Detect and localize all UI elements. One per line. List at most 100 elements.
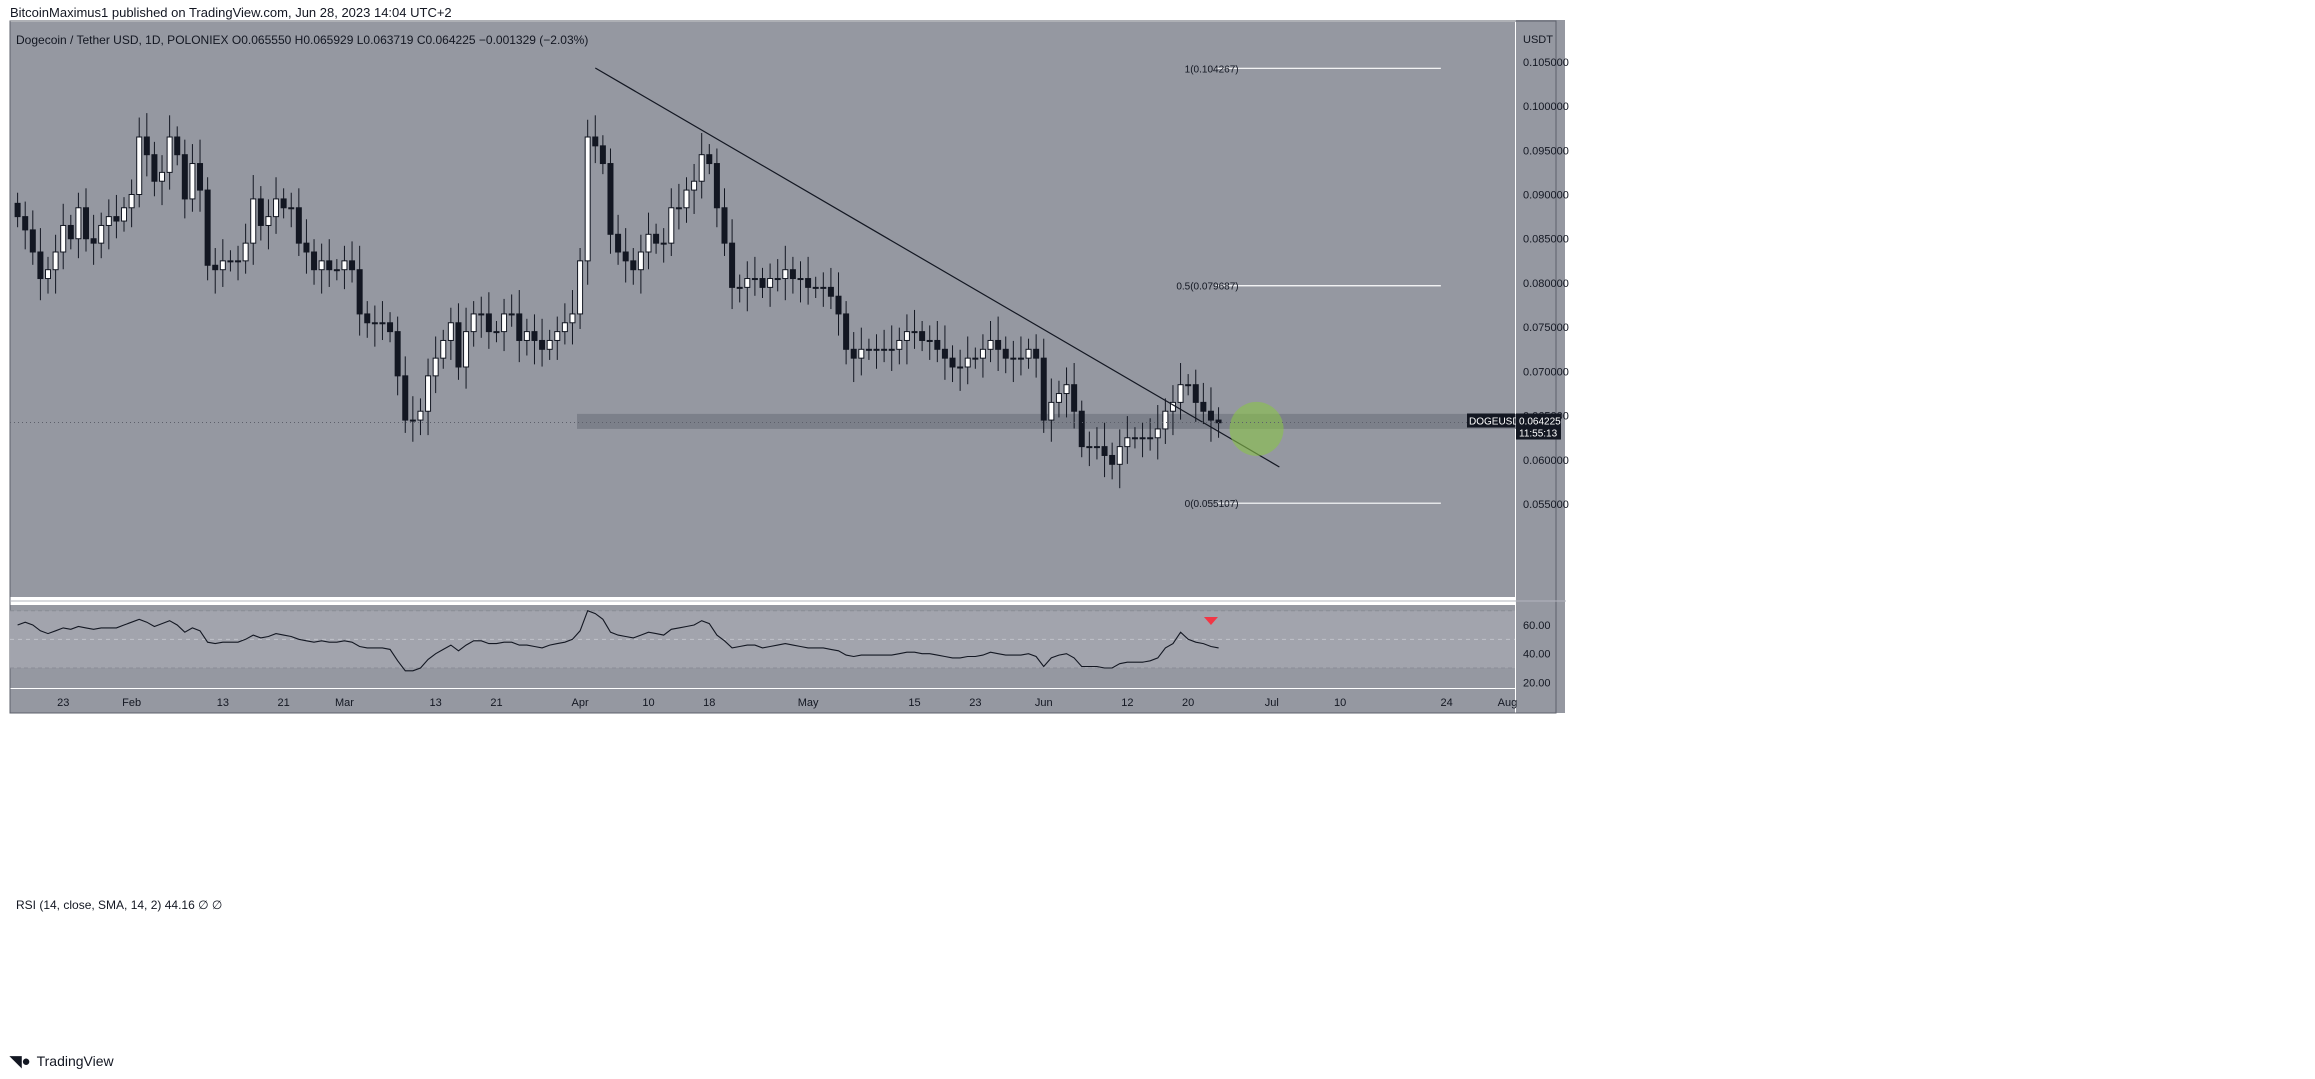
candle (1093, 427, 1100, 460)
candle-body (485, 313, 492, 333)
candle (812, 276, 819, 298)
candle-body (660, 242, 667, 245)
candle (493, 321, 500, 343)
candle-body (523, 331, 530, 341)
candle-body (83, 207, 90, 240)
candle (979, 334, 986, 378)
candle (789, 256, 796, 294)
candle-body (1010, 357, 1017, 360)
candle-body (820, 286, 827, 289)
candle (561, 303, 568, 345)
candle-body (577, 260, 584, 315)
candle-body (394, 331, 401, 377)
candle (782, 245, 789, 301)
candle (60, 203, 67, 270)
time-tick-label: 18 (703, 697, 715, 709)
time-tick-label: Feb (122, 697, 141, 709)
candle-body (736, 286, 743, 289)
candle (1116, 429, 1123, 489)
candle-body (729, 242, 736, 288)
candle (987, 321, 994, 363)
candle (1192, 369, 1199, 422)
support-zone (577, 413, 1535, 429)
candle (622, 228, 629, 283)
high-value: 0.065929 (303, 33, 354, 47)
candle-body (843, 313, 850, 350)
candle (379, 301, 386, 341)
candle-body (516, 313, 523, 341)
candle (1147, 418, 1154, 451)
candle-body (789, 269, 796, 280)
candle (1200, 382, 1207, 425)
low-label: L (356, 33, 364, 47)
price-tick-label: 0.100000 (1523, 101, 1569, 113)
candle-body (691, 180, 698, 191)
candle (683, 177, 690, 223)
candle-body (630, 260, 637, 271)
candle-body (1063, 384, 1070, 395)
candle-body (584, 136, 591, 262)
candle-body (121, 207, 128, 222)
candle (1017, 336, 1024, 376)
time-tick-label: Aug (1498, 697, 1518, 709)
candle (364, 301, 371, 338)
candle-body (1055, 393, 1062, 403)
candle (736, 274, 743, 303)
candle (425, 358, 432, 436)
candle-body (318, 260, 325, 271)
publisher-header: BitcoinMaximus1 published on TradingView… (10, 5, 452, 20)
candle-body (873, 348, 880, 351)
footer-brand[interactable]: ◥● TradingView (10, 1052, 114, 1070)
open-label: O (231, 33, 242, 47)
candle-body (767, 278, 774, 288)
candle (402, 356, 409, 433)
candle (212, 248, 219, 294)
candle (219, 239, 226, 287)
candle-body (250, 198, 257, 244)
candle-body (1200, 401, 1207, 412)
candle (22, 201, 29, 250)
candle (189, 144, 196, 212)
breakout-highlight (1229, 401, 1284, 456)
candle-body (303, 242, 310, 253)
candle-body (835, 295, 842, 315)
candle (637, 234, 644, 294)
candle-body (463, 331, 470, 368)
candle (599, 135, 606, 175)
close-label: C (416, 33, 426, 47)
candle-body (189, 163, 196, 200)
candle-body (683, 189, 690, 209)
time-tick-label: 12 (1121, 697, 1133, 709)
time-tick-label: 13 (217, 697, 229, 709)
candle (516, 290, 523, 363)
time-tick-label: 24 (1440, 697, 1452, 709)
candle-body (721, 207, 728, 244)
candle-body (941, 348, 948, 359)
candle (843, 301, 850, 365)
candle (1078, 400, 1085, 458)
candle-body (979, 348, 986, 359)
candle (729, 219, 736, 310)
candle-body (896, 339, 903, 350)
candle-body (744, 278, 751, 288)
candle-body (37, 251, 44, 280)
candle (949, 345, 956, 383)
candle (1162, 398, 1169, 444)
price-tick-label: 0.105000 (1523, 57, 1569, 69)
candle (121, 197, 128, 232)
candle-body (668, 207, 675, 244)
rsi-legend: RSI (14, close, SMA, 14, 2) 44.16 ∅ ∅ (16, 898, 223, 912)
time-tick-label: 21 (490, 697, 502, 709)
candle-body (90, 238, 97, 244)
candle-body (1116, 446, 1123, 465)
fib-level-label: 0(0.055107) (1185, 499, 1239, 510)
candle (744, 261, 751, 312)
tradingview-logo-icon: ◥● (10, 1053, 31, 1070)
candle (1048, 378, 1055, 442)
candle-body (417, 410, 424, 421)
candle-body (1025, 348, 1032, 359)
candle-body (546, 339, 553, 350)
candle-body (919, 331, 926, 341)
candle-body (379, 322, 386, 325)
